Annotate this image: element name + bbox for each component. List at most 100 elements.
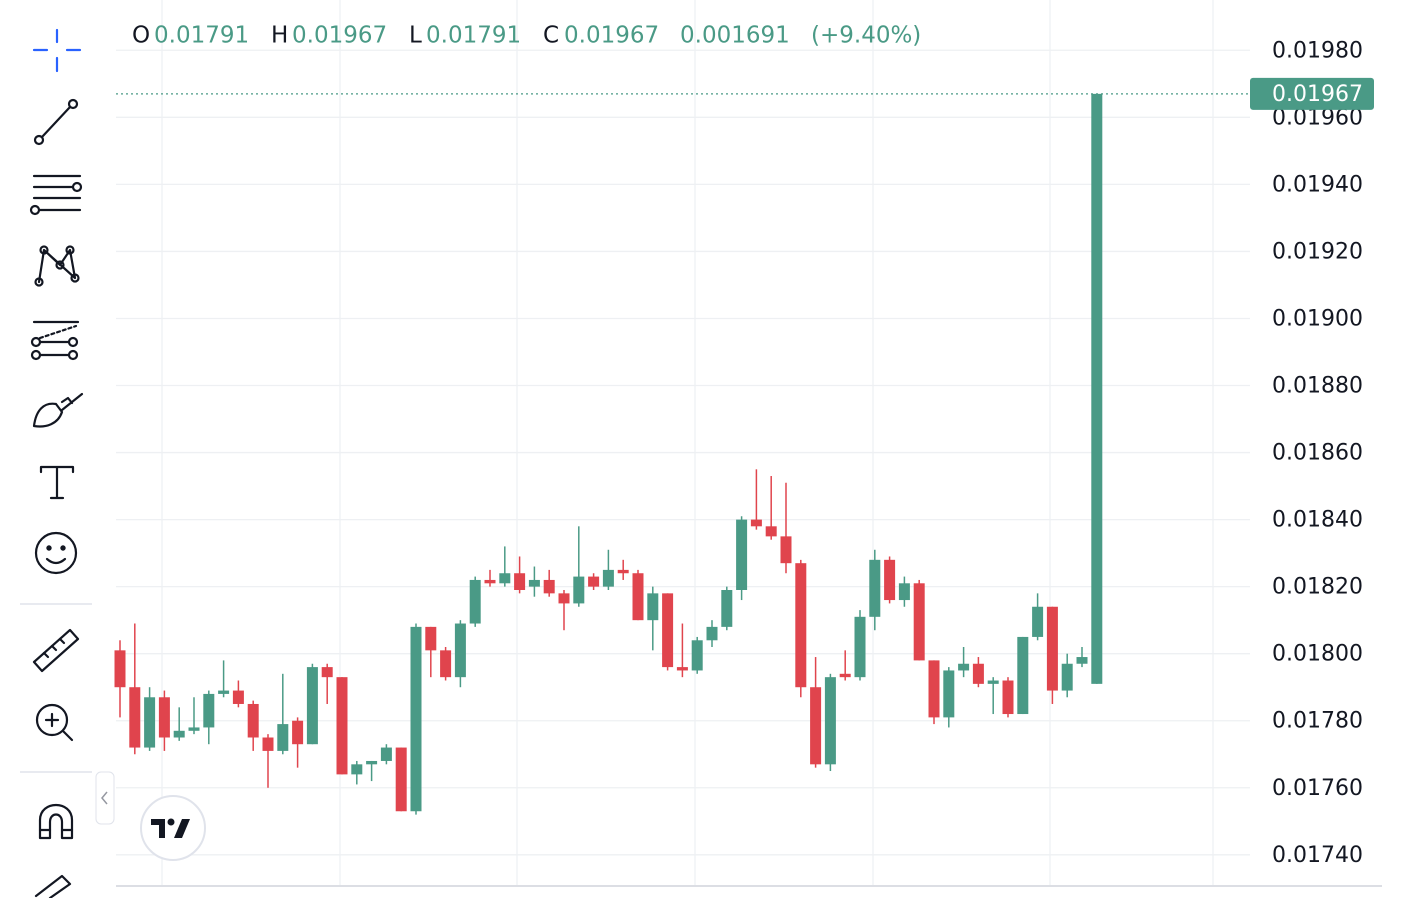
grid bbox=[116, 49, 1250, 856]
candle-body bbox=[336, 677, 348, 775]
candle-body bbox=[839, 673, 851, 678]
text-tool[interactable] bbox=[39, 465, 75, 500]
candle-body bbox=[898, 583, 910, 601]
candle-body bbox=[499, 573, 511, 584]
candle-body bbox=[1017, 636, 1029, 715]
candle-body bbox=[528, 579, 540, 587]
trend-line-tool[interactable] bbox=[33, 98, 79, 146]
low-label: L bbox=[409, 23, 422, 49]
y-tick-label: 0.01820 bbox=[1272, 575, 1363, 600]
candle-body bbox=[913, 583, 925, 661]
close-label: C bbox=[543, 23, 559, 49]
collapse-toolbar[interactable] bbox=[95, 771, 115, 825]
brush-tool[interactable] bbox=[32, 392, 84, 428]
candle-body bbox=[632, 573, 644, 621]
y-tick-label: 0.01780 bbox=[1272, 709, 1363, 734]
candle-body bbox=[173, 730, 185, 738]
candle-body bbox=[129, 687, 141, 748]
emoji-tool[interactable] bbox=[34, 531, 78, 575]
open-value: 0.01791 bbox=[154, 23, 249, 49]
horizontal-lines-tool[interactable] bbox=[29, 174, 83, 216]
candle-body bbox=[721, 590, 733, 627]
candle-body bbox=[366, 760, 378, 765]
candle-body bbox=[795, 563, 807, 688]
candle-body bbox=[972, 663, 984, 684]
candle-body bbox=[573, 576, 585, 604]
magnet-tool[interactable] bbox=[38, 804, 74, 840]
open-label: O bbox=[132, 23, 150, 49]
fib-tool[interactable] bbox=[30, 320, 80, 361]
logo[interactable] bbox=[140, 795, 206, 861]
candle-body bbox=[943, 670, 955, 718]
y-tick-label: 0.01840 bbox=[1272, 508, 1363, 533]
last-price-badge bbox=[1250, 77, 1374, 110]
candle-body bbox=[321, 667, 333, 678]
candle-body bbox=[1032, 606, 1044, 637]
candle-body bbox=[588, 576, 600, 587]
candle-body bbox=[158, 697, 170, 738]
candle-body bbox=[203, 693, 215, 728]
price-axis: 0.01740 0.01760 0.01780 0.01800 0.01820 0.018… bbox=[1250, 38, 1374, 868]
candle-body bbox=[928, 660, 940, 718]
candle-body bbox=[884, 559, 896, 601]
candle-body bbox=[380, 747, 392, 761]
candle-body bbox=[750, 519, 762, 527]
zoom-tool[interactable] bbox=[35, 703, 74, 742]
candle-body bbox=[617, 569, 629, 574]
last-price-label: 0.01967 bbox=[1272, 82, 1363, 107]
candle-body bbox=[247, 703, 259, 738]
candle-body bbox=[144, 697, 156, 748]
high-value: 0.01967 bbox=[292, 23, 387, 49]
candle-body bbox=[824, 677, 836, 765]
candle-body bbox=[706, 626, 718, 641]
y-tick-label: 0.01880 bbox=[1272, 374, 1363, 399]
candle-body bbox=[1091, 93, 1103, 684]
y-tick-label: 0.01800 bbox=[1272, 642, 1363, 667]
y-tick-label: 0.01940 bbox=[1272, 172, 1363, 197]
candle-body bbox=[987, 680, 999, 684]
candle-body bbox=[558, 593, 570, 604]
candle-body bbox=[854, 616, 866, 678]
candle-body bbox=[262, 737, 274, 751]
candle-body bbox=[232, 690, 244, 704]
y-tick-label: 0.01760 bbox=[1272, 776, 1363, 801]
candle-body bbox=[1002, 680, 1014, 715]
candle-body bbox=[662, 593, 674, 668]
candle-body bbox=[484, 579, 496, 584]
candle-body bbox=[1061, 663, 1073, 691]
candle-body bbox=[469, 579, 481, 624]
candle-body bbox=[1046, 606, 1058, 691]
ohlc-header: O 0.01791 H 0.01967 L 0.01791 C 0.01967 … bbox=[132, 23, 921, 49]
candle-body bbox=[306, 667, 318, 745]
y-tick-label: 0.01860 bbox=[1272, 441, 1363, 466]
candle-body bbox=[691, 640, 703, 671]
candle-body bbox=[410, 626, 422, 812]
candle-body bbox=[440, 650, 452, 678]
candle-body bbox=[780, 536, 792, 564]
candles bbox=[114, 93, 1250, 815]
candle-body bbox=[869, 559, 881, 617]
candle-body bbox=[958, 663, 970, 671]
candle-body bbox=[736, 519, 748, 590]
high-label: H bbox=[271, 23, 288, 49]
candle-body bbox=[543, 579, 555, 594]
y-tick-label: 0.01740 bbox=[1272, 843, 1363, 868]
candle-body bbox=[810, 687, 822, 765]
y-tick-label: 0.01980 bbox=[1272, 38, 1363, 63]
candle-body bbox=[351, 764, 363, 775]
candle-body bbox=[676, 667, 688, 671]
ruler-tool[interactable] bbox=[32, 628, 80, 673]
candle-body bbox=[292, 720, 304, 745]
vertical-grid bbox=[161, 0, 1214, 885]
change-percent: (+9.40%) bbox=[811, 23, 921, 49]
draw-lock-tool[interactable] bbox=[34, 874, 72, 898]
candle-body bbox=[514, 573, 526, 590]
crosshair-tool[interactable] bbox=[32, 28, 82, 73]
pattern-tool[interactable] bbox=[34, 245, 80, 287]
candle-body bbox=[277, 724, 289, 751]
candle-body bbox=[647, 593, 659, 621]
candle-body bbox=[188, 727, 200, 731]
y-tick-label: 0.01900 bbox=[1272, 306, 1363, 331]
